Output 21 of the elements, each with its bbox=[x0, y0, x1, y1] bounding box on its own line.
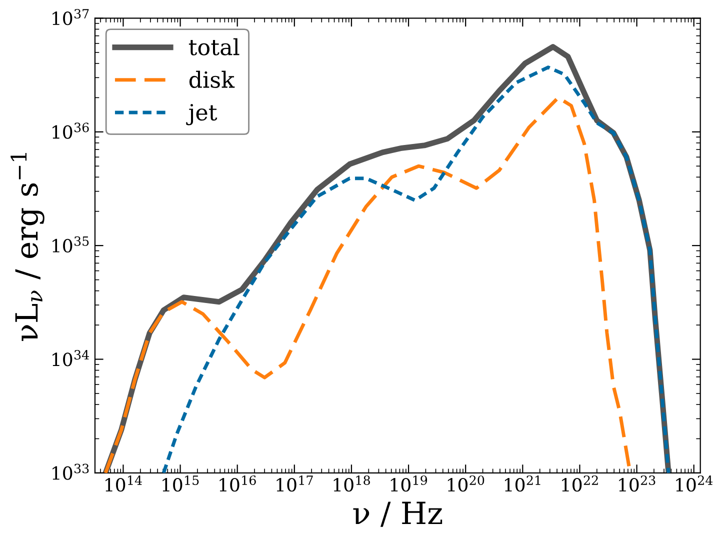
x-tick-label: 10$^{18}$ bbox=[334, 475, 370, 492]
y-tick-label: 10$^{35}$ bbox=[52, 236, 89, 253]
x-tick-label: 10$^{21}$ bbox=[505, 475, 540, 492]
y-tick-label: 10$^{36}$ bbox=[52, 122, 89, 139]
y-axis-title: νL$_{ν}$ / erg s$^{−1}$ bbox=[10, 153, 44, 342]
legend-label: total bbox=[188, 38, 240, 56]
legend-label: disk bbox=[189, 70, 235, 88]
x-tick-label: 10$^{24}$ bbox=[676, 475, 713, 492]
x-axis-title: ν / Hz bbox=[353, 502, 442, 527]
y-tick-label: 10$^{37}$ bbox=[52, 8, 89, 26]
x-tick-label: 10$^{16}$ bbox=[220, 475, 256, 492]
x-tick-label: 10$^{23}$ bbox=[619, 475, 656, 492]
y-tick-label: 10$^{34}$ bbox=[52, 350, 89, 366]
x-tick-label: 10$^{15}$ bbox=[162, 475, 199, 492]
x-tick-label: 10$^{19}$ bbox=[390, 475, 428, 492]
x-tick-label: 10$^{14}$ bbox=[106, 475, 142, 492]
y-tick-label: 10$^{33}$ bbox=[52, 464, 89, 480]
x-tick-label: 10$^{22}$ bbox=[562, 475, 598, 492]
legend-label: jet bbox=[186, 104, 218, 126]
x-tick-label: 10$^{20}$ bbox=[448, 475, 484, 492]
x-tick-label: 10$^{17}$ bbox=[276, 475, 313, 492]
